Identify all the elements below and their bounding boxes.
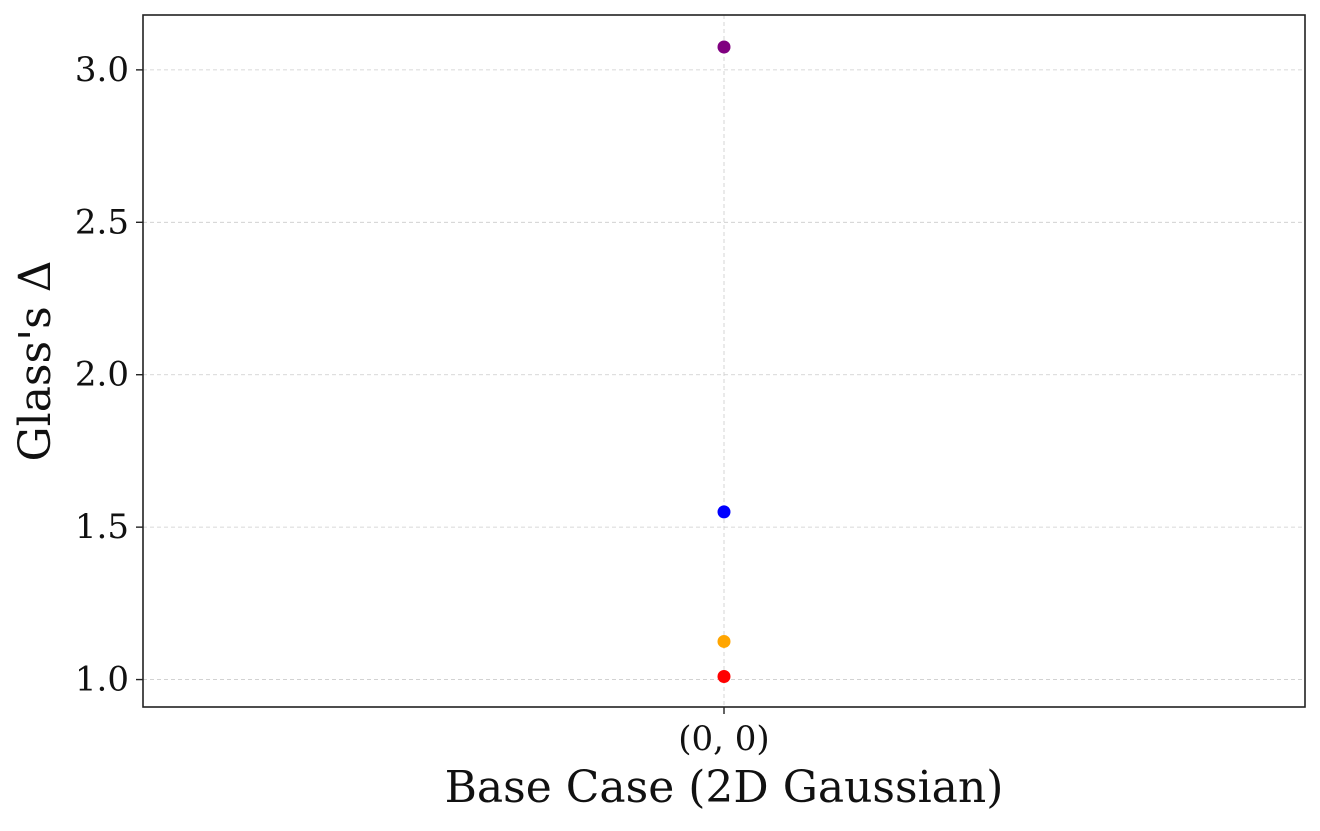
y-tick-label: 2.5: [75, 202, 129, 242]
grid-lines: [143, 15, 1305, 707]
data-point: [717, 505, 731, 519]
y-axis-ticks: 1.0 1.5 2.0 2.5 3.0: [75, 50, 143, 700]
y-tick-label: 2.0: [75, 355, 129, 395]
y-tick-label: 1.5: [75, 507, 129, 547]
y-tick-label: 3.0: [75, 50, 129, 90]
x-axis-ticks: (0, 0): [678, 707, 770, 759]
data-point: [717, 670, 731, 684]
x-tick-label: (0, 0): [678, 719, 769, 759]
data-point: [717, 40, 731, 54]
y-tick-label: 1.0: [75, 660, 129, 700]
data-point: [717, 634, 731, 648]
data-points: [717, 40, 731, 684]
x-axis-label: Base Case (2D Gaussian): [445, 762, 1004, 813]
y-axis-label: Glass's Δ: [10, 260, 61, 461]
